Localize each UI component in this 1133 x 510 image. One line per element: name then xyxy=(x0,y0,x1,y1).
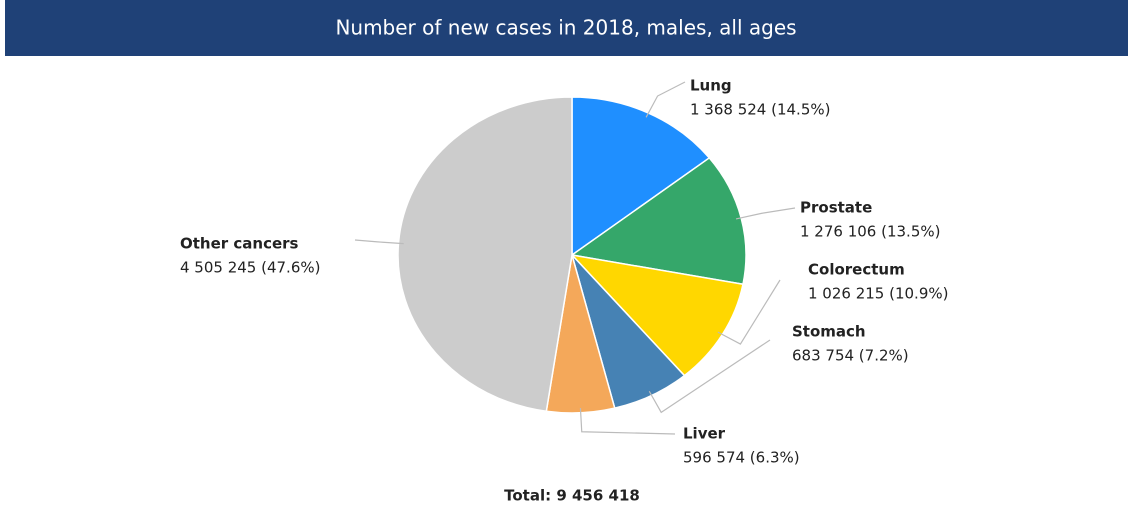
value-label: 683 754 (7.2%) xyxy=(792,347,909,365)
leader-line xyxy=(717,279,781,345)
slice-label: Lung xyxy=(690,77,732,95)
value-label: 1 026 215 (10.9%) xyxy=(808,285,948,303)
leader-line xyxy=(645,81,686,118)
leader-line xyxy=(579,408,676,435)
value-label: 596 574 (6.3%) xyxy=(683,449,800,467)
slice-label: Prostate xyxy=(800,199,872,217)
slice-label: Other cancers xyxy=(180,235,299,253)
chart-title: Number of new cases in 2018, males, all … xyxy=(335,16,796,40)
slice-label: Colorectum xyxy=(808,261,905,279)
value-label: 1 276 106 (13.5%) xyxy=(800,223,940,241)
value-label: 4 505 245 (47.6%) xyxy=(180,259,320,277)
slice-label: Stomach xyxy=(792,323,866,341)
leader-line xyxy=(648,339,771,414)
total-label: Total: 9 456 418 xyxy=(504,487,640,505)
title-bar xyxy=(5,0,1128,56)
pie-slice xyxy=(397,96,573,413)
value-label: 1 368 524 (14.5%) xyxy=(690,101,830,119)
leader-line xyxy=(354,239,404,245)
leader-line xyxy=(735,207,796,220)
slice-label: Liver xyxy=(683,425,726,443)
